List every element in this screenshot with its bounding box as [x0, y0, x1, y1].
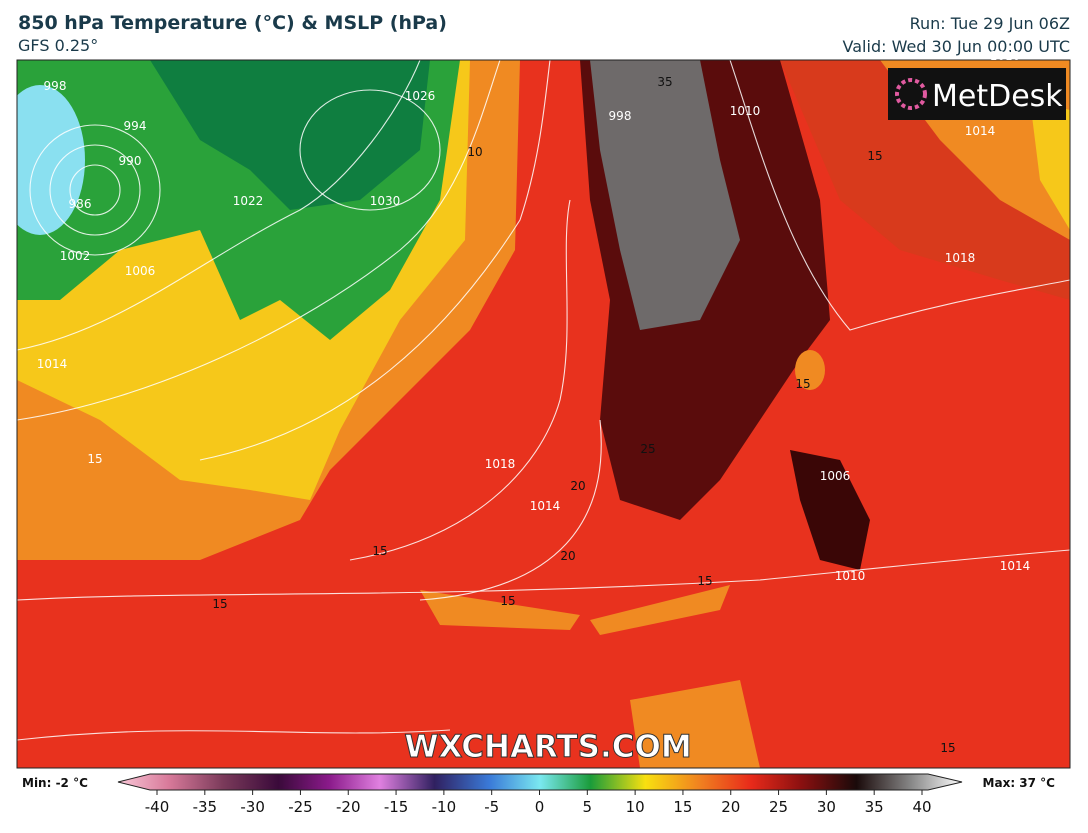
valid-time: Valid: Wed 30 Jun 00:00 UTC: [842, 37, 1070, 56]
contour-label: 998: [609, 109, 632, 123]
contour-label: 15: [940, 741, 955, 755]
contour-label: 1030: [370, 194, 401, 208]
contour-label: 15: [795, 377, 810, 391]
contour-label: 1014: [1000, 559, 1031, 573]
contour-label: 998: [44, 79, 67, 93]
contour-label: 1010: [730, 104, 761, 118]
contour-label: 15: [697, 574, 712, 588]
contour-label: 15: [867, 149, 882, 163]
tick-label: 15: [673, 798, 692, 816]
legend-min: Min: -2 °C: [22, 776, 88, 790]
contour-label: 15: [212, 597, 227, 611]
contour-label: 35: [657, 75, 672, 89]
subtitle: GFS 0.25°: [18, 36, 99, 55]
tick-label: 25: [769, 798, 788, 816]
contour-label: 15: [87, 452, 102, 466]
tick-label: 10: [626, 798, 645, 816]
tick-label: -35: [193, 798, 218, 816]
title: 850 hPa Temperature (°C) & MSLP (hPa): [18, 12, 447, 34]
logo-icon: [895, 78, 927, 110]
tick-label: 0: [535, 798, 545, 816]
watermark: WXCHARTS.COM: [404, 729, 691, 765]
contour-label: 20: [570, 479, 585, 493]
contour-label: 1022: [233, 194, 264, 208]
contour-label: 986: [69, 197, 92, 211]
colorbar-ticks: -40 -35 -30 -25 -20 -15 -10 -5 0 5 10 15 20 25 30 35 40: [145, 790, 932, 816]
contour-label: 990: [119, 154, 142, 168]
contour-label: 20: [560, 549, 575, 563]
tick-label: 40: [912, 798, 931, 816]
contour-label: 1006: [820, 469, 851, 483]
tick-label: -20: [336, 798, 361, 816]
contour-label: 1018: [945, 251, 976, 265]
contour-label: 10: [467, 145, 482, 159]
contour-label: 1002: [60, 249, 91, 263]
contour-label: 1014: [965, 124, 996, 138]
logo-text: MetDesk: [932, 79, 1063, 114]
contour-label: 1006: [125, 264, 156, 278]
tick-label: 20: [721, 798, 740, 816]
contour-label: 1014: [37, 357, 68, 371]
contour-label: 1010: [990, 49, 1021, 63]
contour-label: 15: [500, 594, 515, 608]
tick-label: -10: [432, 798, 457, 816]
tick-label: -5: [484, 798, 499, 816]
contour-label: 25: [640, 442, 655, 456]
tick-label: 5: [583, 798, 593, 816]
contour-label: 1026: [405, 89, 436, 103]
colorbar: [117, 773, 963, 791]
map-frame: [16, 59, 1071, 769]
legend-max: Max: 37 °C: [983, 776, 1056, 790]
contour-label: 1014: [530, 499, 561, 513]
tick-label: -40: [145, 798, 170, 816]
logo-box: [888, 68, 1066, 120]
run-time: Run: Tue 29 Jun 06Z: [909, 14, 1070, 33]
tick-label: 30: [817, 798, 836, 816]
contour-label: 15: [372, 544, 387, 558]
tick-label: 35: [865, 798, 884, 816]
contour-label: 1010: [835, 569, 866, 583]
tick-label: -25: [288, 798, 313, 816]
contour-label: 994: [124, 119, 147, 133]
tick-label: -30: [240, 798, 265, 816]
contour-labels: 998 994 990 986 1002 1006 1014 15 1022 1…: [37, 49, 1031, 755]
contour-label: 1018: [485, 457, 516, 471]
map: [17, 60, 1070, 768]
tick-label: -15: [384, 798, 409, 816]
